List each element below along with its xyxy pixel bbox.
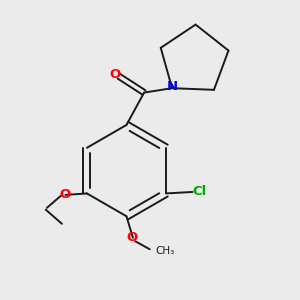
Text: N: N: [167, 80, 178, 94]
Text: O: O: [110, 68, 121, 81]
Text: Cl: Cl: [193, 185, 207, 198]
Text: O: O: [127, 231, 138, 244]
Text: O: O: [60, 188, 71, 201]
Text: CH₃: CH₃: [155, 246, 174, 256]
